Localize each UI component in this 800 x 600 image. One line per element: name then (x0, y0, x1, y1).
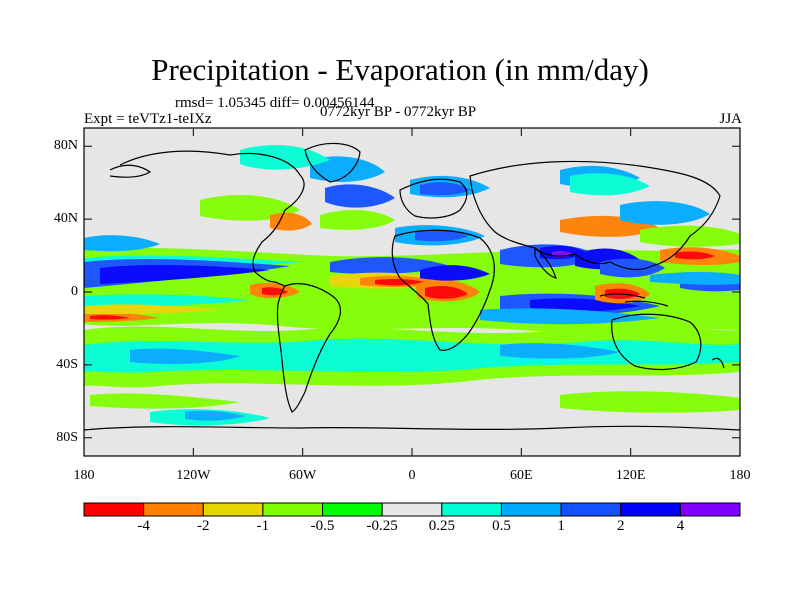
field-patch (675, 251, 715, 260)
lat-label: 0 (71, 284, 78, 299)
season-label: JJA (719, 111, 742, 127)
field-patch (420, 182, 470, 196)
field-patches (84, 145, 740, 426)
field-patch (425, 286, 468, 299)
lon-label: 60E (510, 468, 533, 483)
field-patch (185, 410, 245, 421)
field-patch (330, 257, 450, 274)
period-label: 0772kyr BP - 0772kyr BP (320, 104, 477, 120)
lon-label: 180 (729, 468, 751, 483)
coast-indonesia (599, 293, 669, 307)
field-patch (415, 229, 468, 242)
colorbar-label: 2 (616, 518, 625, 534)
coastlines (84, 142, 740, 431)
lon-label: 120E (615, 468, 646, 483)
colorbar-label: -4 (137, 518, 150, 534)
colorbar-box (202, 502, 264, 517)
coast-australia (611, 313, 702, 371)
field-patch (100, 264, 270, 284)
colorbar-label: -2 (197, 518, 210, 534)
colorbar-label: 1 (557, 518, 565, 534)
field-patch (480, 308, 660, 325)
field-patch (600, 258, 665, 278)
colorbar-label: 0.25 (428, 518, 455, 534)
field-patch (130, 348, 240, 364)
axis-ticks (83, 128, 741, 456)
lon-label: 60W (289, 468, 317, 483)
colorbar-box (381, 502, 443, 517)
coast-asia (469, 160, 721, 271)
map-title: Precipitation - Evaporation (in mm/day) (151, 52, 649, 87)
colorbar-label: 0.5 (492, 518, 511, 534)
coast-new-zealand (711, 357, 725, 369)
field-patch (84, 304, 220, 314)
field-patch (90, 315, 130, 320)
field-patch (320, 209, 395, 230)
colorbar (83, 502, 741, 517)
lat-label: 80N (53, 138, 78, 154)
coast-antarctica (84, 425, 740, 431)
field-patch (310, 156, 385, 182)
field-patch (570, 173, 650, 196)
field-patch (560, 391, 740, 413)
coast-south-america (276, 283, 342, 413)
field-patch (90, 393, 240, 409)
coast-india (534, 246, 557, 279)
colorbar-box (83, 502, 145, 517)
colorbar-label: -1 (256, 518, 270, 534)
colorbar-label: 4 (676, 518, 685, 534)
field-patch (240, 145, 330, 170)
field-patch (325, 184, 395, 208)
field-patch (500, 343, 620, 359)
coast-africa (391, 229, 495, 351)
colorbar-label: -0.5 (310, 518, 335, 534)
coast-north-america (119, 150, 305, 287)
lat-label: 80S (56, 429, 78, 445)
coast-alaska (109, 164, 152, 178)
field-patch (620, 201, 710, 225)
field-patch (84, 235, 160, 252)
colorbar-box (560, 502, 622, 517)
lat-label: 40S (56, 356, 78, 372)
field-patch (270, 212, 312, 231)
lon-label: 0 (408, 468, 416, 483)
colorbar-box (679, 502, 741, 517)
field-patch (650, 271, 740, 285)
lat-label: 40N (53, 211, 78, 227)
colorbar-box (500, 502, 562, 517)
colorbar-box (322, 502, 383, 517)
field-patch (375, 278, 425, 286)
coast-greenland (304, 142, 361, 183)
colorbar-box (262, 502, 324, 517)
lon-label: 120W (176, 468, 211, 483)
coast-europe (399, 178, 468, 219)
colorbar-label: -0.25 (366, 518, 398, 534)
colorbar-box (143, 502, 204, 517)
field-patch (420, 265, 490, 281)
colorbar-box (620, 502, 681, 517)
lon-label: 180 (73, 468, 95, 483)
experiment-label: Expt = teVTz1-teIXz (84, 111, 212, 127)
rmsd-diff-stats: rmsd= 1.05345 diff= 0.00456144 (175, 95, 375, 111)
colorbar-box (441, 502, 502, 517)
